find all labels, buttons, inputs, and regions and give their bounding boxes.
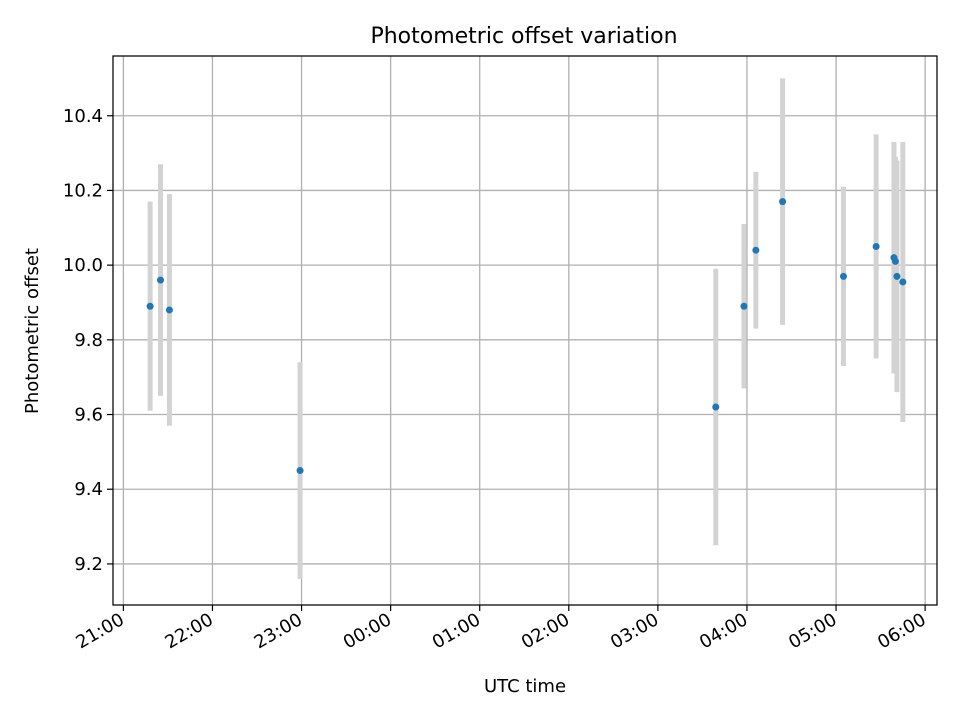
y-tick-label: 10.0 (63, 255, 103, 276)
data-point (872, 242, 880, 250)
y-tick-label: 10.2 (63, 180, 103, 201)
data-point (839, 272, 847, 280)
data-point (146, 302, 154, 310)
x-tick-label: 21:00 (72, 609, 127, 653)
data-points (146, 198, 907, 475)
data-point (899, 278, 907, 286)
error-bars (147, 78, 906, 579)
x-tick-label: 22:00 (162, 609, 217, 653)
data-point (296, 467, 304, 475)
data-point (165, 306, 173, 314)
x-ticks: 21:00 22:00 23:00 00:00 01:00 02:00 03:00 04:00… (72, 605, 930, 653)
x-tick-label: 03:00 (607, 609, 662, 653)
chart-title: Photometric offset variation (370, 24, 677, 49)
x-tick-label: 01:00 (429, 609, 484, 653)
x-tick-label: 04:00 (696, 609, 751, 653)
x-tick-label: 06:00 (874, 609, 929, 653)
x-tick-label: 02:00 (518, 609, 573, 653)
x-tick-label: 05:00 (785, 609, 840, 653)
data-point (157, 276, 165, 284)
y-tick-label: 9.8 (74, 330, 103, 351)
grid (113, 56, 937, 605)
data-point (740, 302, 748, 310)
data-point (893, 272, 901, 280)
x-tick-label: 23:00 (251, 609, 306, 653)
data-point (891, 257, 899, 265)
data-point (712, 403, 720, 411)
x-axis-label: UTC time (484, 676, 566, 697)
y-tick-label: 9.6 (74, 405, 103, 426)
data-point (779, 198, 787, 206)
y-axis-label: Photometric offset (22, 248, 43, 414)
y-tick-label: 10.4 (63, 106, 103, 127)
data-point (752, 246, 760, 254)
y-tick-label: 9.4 (74, 479, 103, 500)
x-tick-label: 00:00 (340, 609, 395, 653)
y-ticks: 9.2 9.4 9.6 9.8 10.0 10.2 10.4 (63, 106, 113, 575)
y-tick-label: 9.2 (74, 554, 103, 575)
plot-frame (112, 55, 938, 606)
